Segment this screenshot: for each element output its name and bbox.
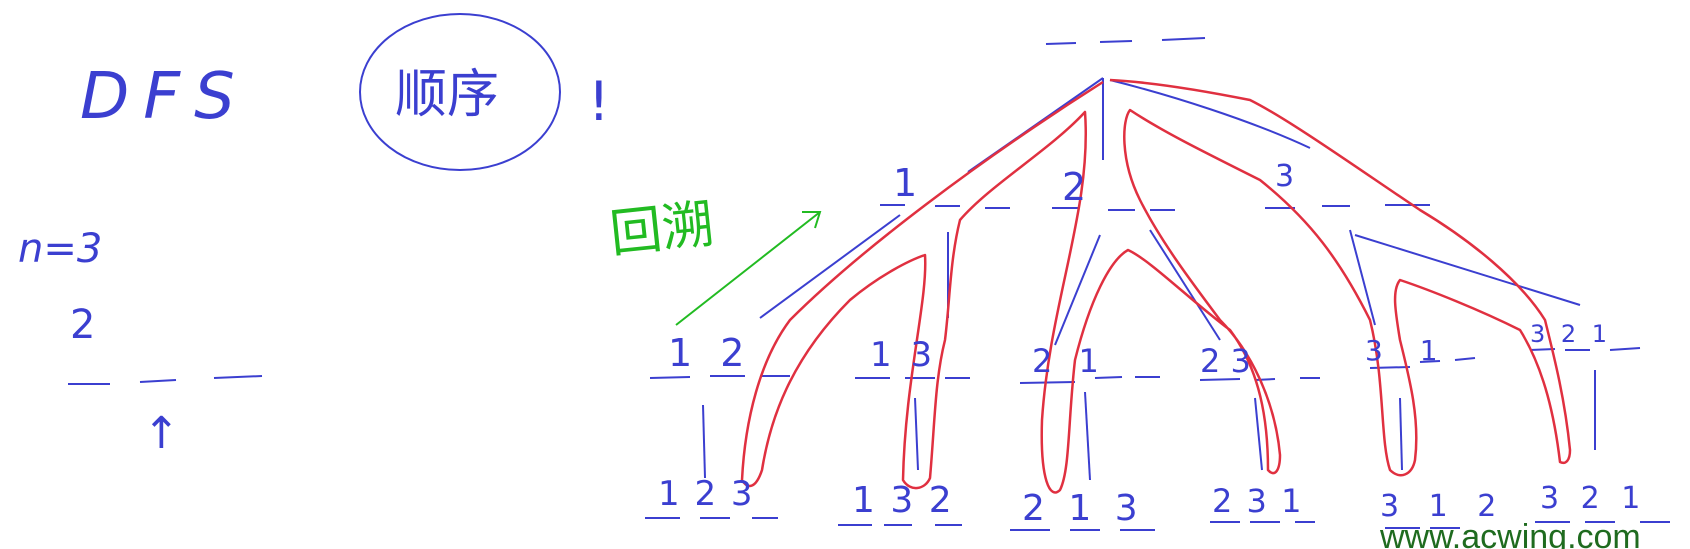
example-digit: 2 — [70, 302, 95, 348]
tree-red-traversal — [740, 78, 1572, 494]
example-arrow: ↑ — [143, 408, 180, 459]
level2-label-3: 2 1 — [1032, 342, 1107, 380]
title-dfs: DFS — [80, 60, 249, 134]
leaf-label-2: 1 3 2 — [852, 480, 954, 521]
level2-label-5: 3 1 — [1365, 334, 1452, 367]
order-note-circle: 顺序 — [359, 13, 561, 171]
level2-label-1: 1 2 — [668, 331, 752, 375]
exclamation-mark: ! — [588, 70, 610, 133]
tree-blue-edges — [645, 37, 1670, 531]
order-note-text: 顺序 — [395, 65, 499, 125]
leaf-label-1: 1 2 3 — [658, 474, 755, 514]
level2-label-2: 1 3 — [870, 335, 936, 375]
leaf-label-6: 3 2 1 — [1540, 481, 1646, 516]
level2-label-6: 3 2 1 — [1530, 320, 1611, 348]
leaf-label-5: 3 1 2 — [1380, 489, 1506, 524]
backtrack-label: 回溯 — [607, 194, 717, 265]
level1-label-2: 2 — [1062, 165, 1086, 209]
n-equals-label: n=3 — [18, 226, 102, 272]
leaf-label-4: 2 3 1 — [1212, 482, 1303, 520]
tree-labels: 1 2 3 1 2 1 3 2 1 2 3 3 1 3 2 1 1 2 3 1 … — [658, 159, 1646, 529]
level1-label-1: 1 — [893, 161, 917, 205]
level2-label-4: 2 3 — [1200, 342, 1251, 380]
leaf-label-3: 2 1 3 — [1022, 488, 1144, 529]
example-slots: 2 ↑ — [68, 302, 263, 459]
watermark: www.acwing.com — [1379, 518, 1641, 549]
backtrack-arrow — [675, 211, 822, 326]
level1-label-3: 3 — [1275, 159, 1294, 194]
